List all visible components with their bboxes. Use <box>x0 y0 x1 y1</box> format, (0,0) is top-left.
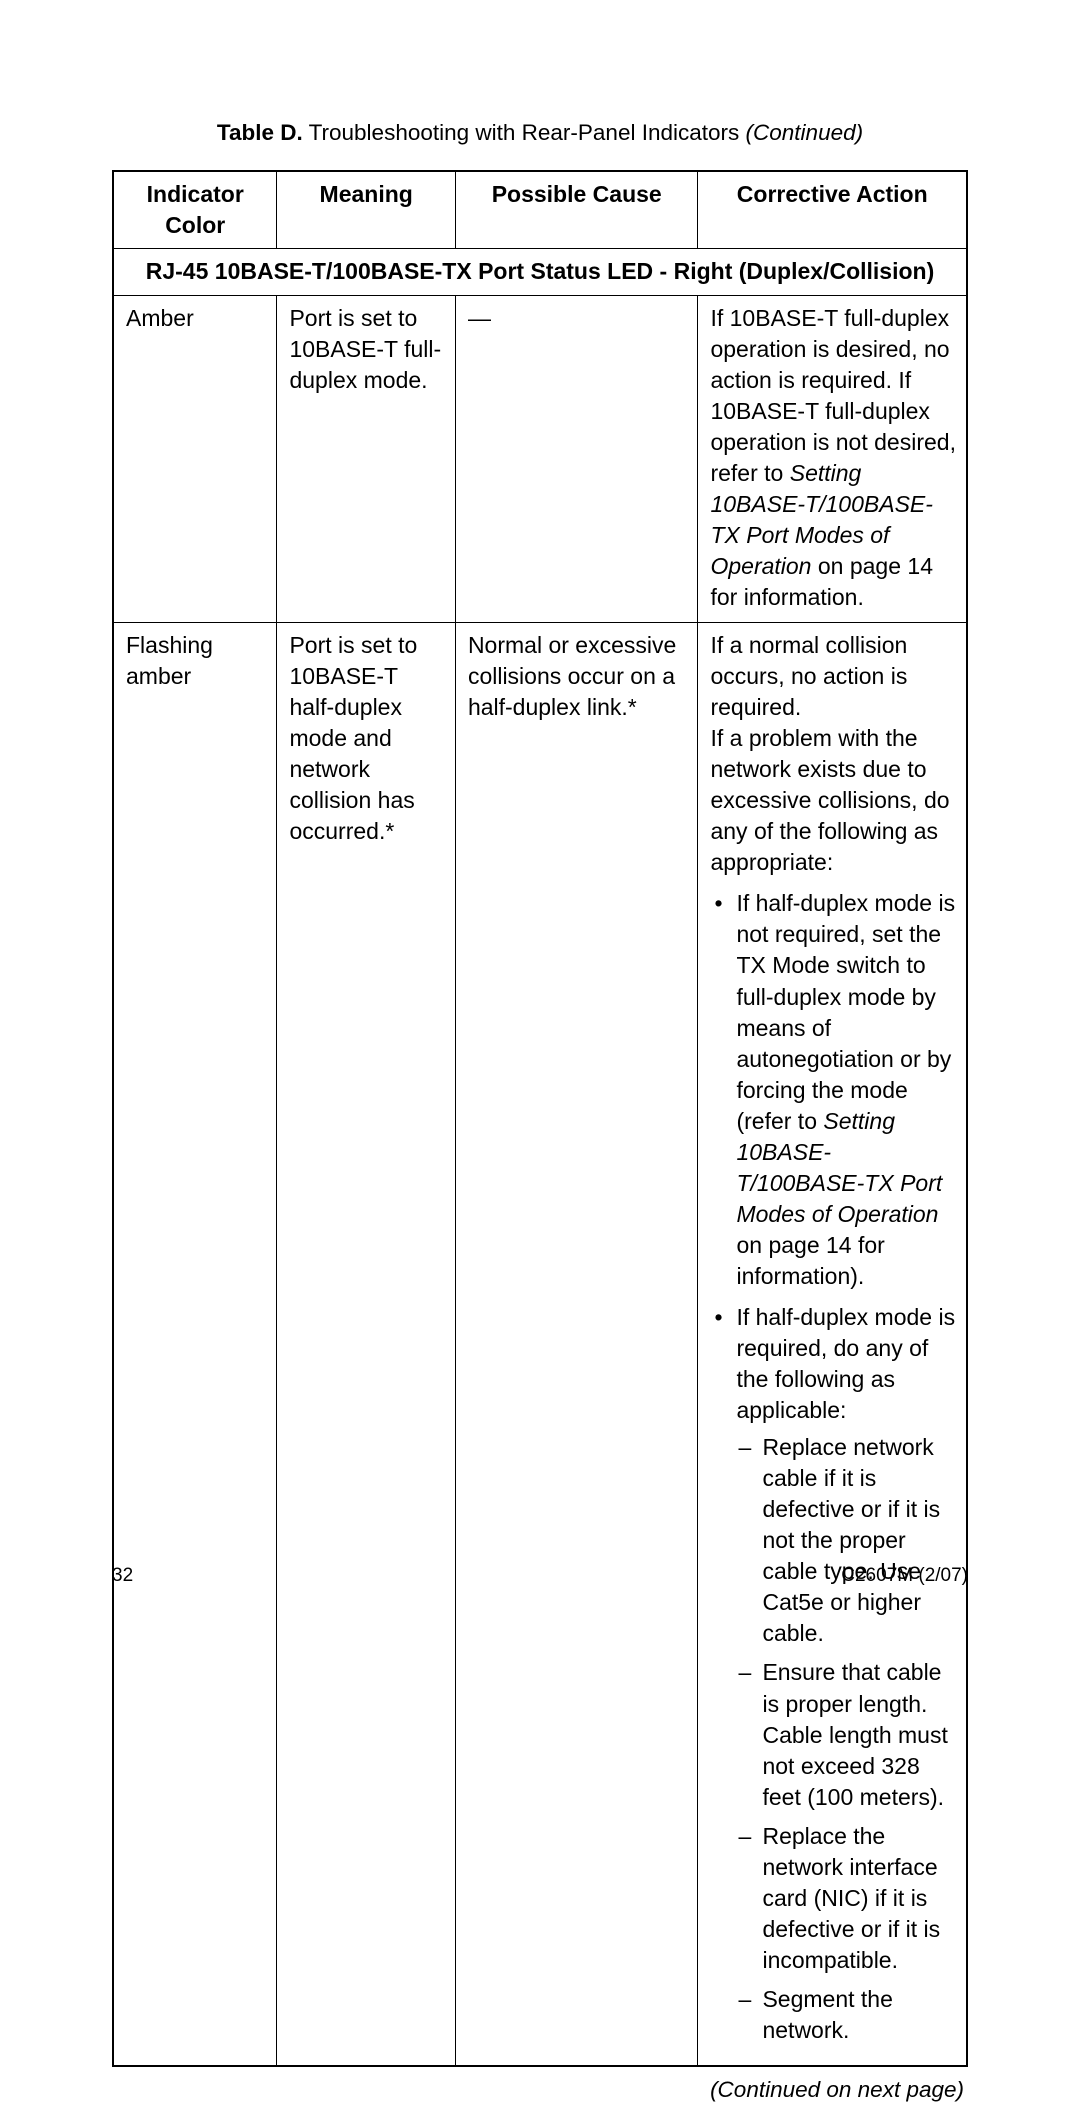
action-sub-list: Replace network cable if it is defective… <box>736 1432 956 2046</box>
list-item: Replace the network interface card (NIC)… <box>736 1821 956 1976</box>
col-corrective-action: Corrective Action <box>698 171 967 249</box>
col-meaning: Meaning <box>277 171 455 249</box>
continued-note: (Continued on next page) <box>112 2075 964 2105</box>
cell-action: If 10BASE-T full-duplex operation is des… <box>698 295 967 622</box>
caption-suffix: (Continued) <box>746 120 864 145</box>
col-possible-cause: Possible Cause <box>455 171 698 249</box>
cell-meaning: Port is set to 10BASE-T half-duplex mode… <box>277 622 455 2066</box>
list-item: Segment the network. <box>736 1984 956 2046</box>
cell-indicator: Flashing amber <box>113 622 277 2066</box>
list-item: If half-duplex mode is not required, set… <box>710 888 956 1292</box>
cell-indicator: Amber <box>113 295 277 622</box>
table-caption: Table D. Troubleshooting with Rear-Panel… <box>112 118 968 148</box>
bullet-text: If half-duplex mode is required, do any … <box>736 1304 955 1423</box>
troubleshooting-table: Indicator Color Meaning Possible Cause C… <box>112 170 968 2067</box>
caption-title: Troubleshooting with Rear-Panel Indicato… <box>309 120 740 145</box>
action-bullet-list: If half-duplex mode is not required, set… <box>710 888 956 2046</box>
action-intro-2: If a problem with the network exists due… <box>710 723 956 878</box>
list-item: Ensure that cable is proper length. Cabl… <box>736 1657 956 1812</box>
table-header-row: Indicator Color Meaning Possible Cause C… <box>113 171 967 249</box>
cell-cause: Normal or excessive collisions occur on … <box>455 622 698 2066</box>
action-text: If 10BASE-T full-duplex operation is des… <box>710 305 956 486</box>
bullet-text: If half-duplex mode is not required, set… <box>736 890 955 1133</box>
doc-code: C2607M (2/07) <box>841 1563 968 1589</box>
bullet-text: on page 14 for information). <box>736 1232 884 1289</box>
section-heading: RJ-45 10BASE-T/100BASE-TX Port Status LE… <box>113 249 967 295</box>
cell-cause: — <box>455 295 698 622</box>
action-intro-1: If a normal collision occurs, no action … <box>710 630 956 723</box>
table-row: Amber Port is set to 10BASE-T full-duple… <box>113 295 967 622</box>
list-item: If half-duplex mode is required, do any … <box>710 1302 956 2046</box>
cell-action: If a normal collision occurs, no action … <box>698 622 967 2066</box>
page-number: 32 <box>112 1563 133 1589</box>
page: Table D. Troubleshooting with Rear-Panel… <box>0 0 1080 1669</box>
list-item: Replace network cable if it is defective… <box>736 1432 956 1649</box>
page-footer: 32 C2607M (2/07) <box>112 1563 968 1589</box>
section-heading-row: RJ-45 10BASE-T/100BASE-TX Port Status LE… <box>113 249 967 295</box>
caption-label: Table D. <box>217 120 303 145</box>
cell-meaning: Port is set to 10BASE-T full-duplex mode… <box>277 295 455 622</box>
col-indicator-color: Indicator Color <box>113 171 277 249</box>
table-row: Flashing amber Port is set to 10BASE-T h… <box>113 622 967 2066</box>
